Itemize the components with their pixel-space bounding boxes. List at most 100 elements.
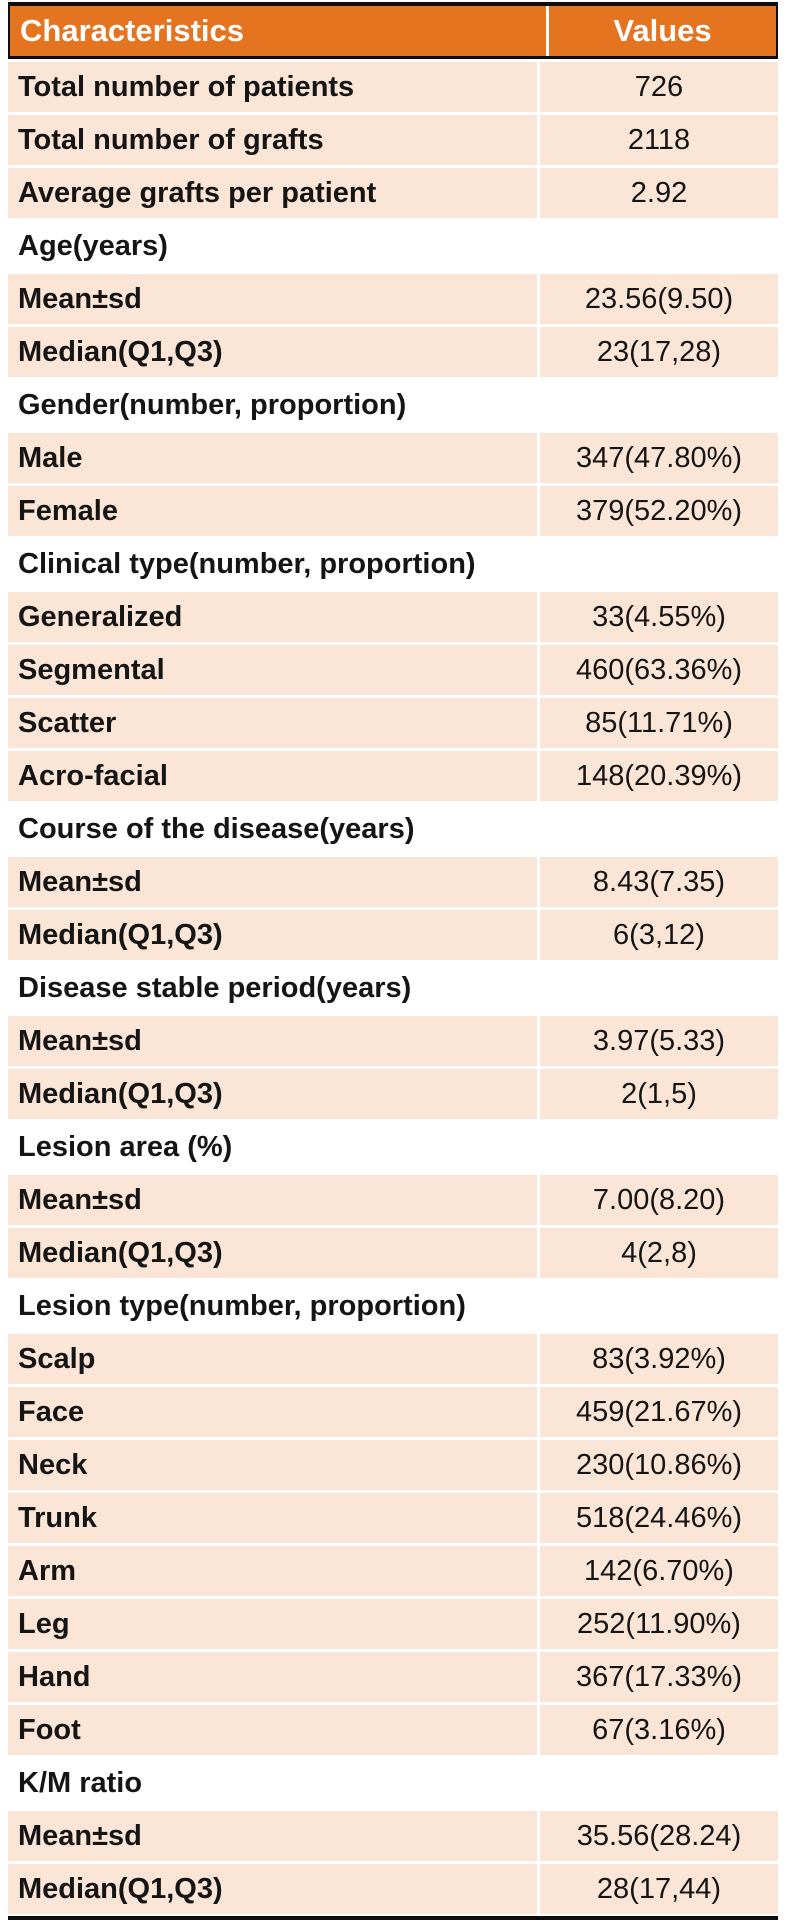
table-row: Median(Q1,Q3) 23(17,28) [8,327,778,377]
table-row: Scalp 83(3.92%) [8,1334,778,1384]
table-row: Scatter 85(11.71%) [8,698,778,748]
row-label: Mean±sd [8,1811,537,1861]
row-value: 6(3,12) [540,910,778,960]
row-label: Male [8,433,537,483]
row-value: 8.43(7.35) [540,857,778,907]
row-value: 33(4.55%) [540,592,778,642]
row-value: 4(2,8) [540,1228,778,1278]
table-row: Segmental 460(63.36%) [8,645,778,695]
table-row: Mean±sd 3.97(5.33) [8,1016,778,1066]
row-label: Female [8,486,537,536]
row-value: 379(52.20%) [540,486,778,536]
row-value: 252(11.90%) [540,1599,778,1649]
column-divider [537,1175,540,1225]
table-row: Arm 142(6.70%) [8,1546,778,1596]
column-divider [537,1864,540,1914]
column-divider [537,645,540,695]
table-row: Mean±sd 8.43(7.35) [8,857,778,907]
column-divider [537,168,540,218]
row-value: 142(6.70%) [540,1546,778,1596]
row-label: Acro-facial [8,751,537,801]
column-divider [537,1387,540,1437]
row-label: Median(Q1,Q3) [8,1228,537,1278]
row-value: 3.97(5.33) [540,1016,778,1066]
row-label: Face [8,1387,537,1437]
row-value: 347(47.80%) [540,433,778,483]
row-label: Segmental [8,645,537,695]
row-label: Median(Q1,Q3) [8,1864,537,1914]
section-row: Course of the disease(years) [8,804,778,854]
row-value: 2118 [540,115,778,165]
column-divider [537,857,540,907]
row-label: Average grafts per patient [8,168,537,218]
column-divider [537,910,540,960]
row-label: Total number of grafts [8,115,537,165]
section-row: Lesion area (%) [8,1122,778,1172]
column-divider [537,433,540,483]
column-divider [537,327,540,377]
table-row: Female 379(52.20%) [8,486,778,536]
column-divider [537,1705,540,1755]
table-row: Median(Q1,Q3) 28(17,44) [8,1864,778,1914]
column-divider [537,1599,540,1649]
row-label: Mean±sd [8,1016,537,1066]
column-divider [537,1016,540,1066]
table-row: Median(Q1,Q3) 6(3,12) [8,910,778,960]
table-bottom-border [8,1916,778,1920]
row-value: 2.92 [540,168,778,218]
row-label: Foot [8,1705,537,1755]
section-row: Lesion type(number, proportion) [8,1281,778,1331]
row-label: Generalized [8,592,537,642]
table-row: Foot 67(3.16%) [8,1705,778,1755]
row-label: Leg [8,1599,537,1649]
row-value: 459(21.67%) [540,1387,778,1437]
column-divider [537,1440,540,1490]
table-row: Total number of grafts 2118 [8,115,778,165]
row-value: 23(17,28) [540,327,778,377]
row-label: Scalp [8,1334,537,1384]
column-header-characteristics: Characteristics [20,13,245,48]
row-value: 7.00(8.20) [540,1175,778,1225]
row-value: 367(17.33%) [540,1652,778,1702]
table-row: Hand 367(17.33%) [8,1652,778,1702]
section-row: Clinical type(number, proportion) [8,539,778,589]
table-row: Acro-facial 148(20.39%) [8,751,778,801]
section-row: Gender(number, proportion) [8,380,778,430]
table-header-row: Characteristics Values [8,2,778,59]
row-label: Median(Q1,Q3) [8,910,537,960]
column-divider [537,62,540,112]
row-value: 28(17,44) [540,1864,778,1914]
row-value: 2(1,5) [540,1069,778,1119]
row-label: Arm [8,1546,537,1596]
row-label: Scatter [8,698,537,748]
column-divider [537,274,540,324]
row-label: Median(Q1,Q3) [8,327,537,377]
table-row: Male 347(47.80%) [8,433,778,483]
row-value: 23.56(9.50) [540,274,778,324]
column-divider [537,1228,540,1278]
row-label: Median(Q1,Q3) [8,1069,537,1119]
row-label: Total number of patients [8,62,537,112]
section-row: K/M ratio [8,1758,778,1808]
table-row: Mean±sd 23.56(9.50) [8,274,778,324]
table-row: Total number of patients 726 [8,62,778,112]
column-divider [537,115,540,165]
table-row: Average grafts per patient 2.92 [8,168,778,218]
column-divider [537,698,540,748]
row-value: 460(63.36%) [540,645,778,695]
row-label: Mean±sd [8,1175,537,1225]
table-row: Median(Q1,Q3) 2(1,5) [8,1069,778,1119]
column-divider [537,1546,540,1596]
row-value: 726 [540,62,778,112]
table-row: Leg 252(11.90%) [8,1599,778,1649]
column-header-values: Values [613,13,712,48]
column-divider [537,592,540,642]
table-body: Total number of patients 726 Total number … [8,62,778,1914]
column-divider [537,1811,540,1861]
table-row: Median(Q1,Q3) 4(2,8) [8,1228,778,1278]
table-row: Generalized 33(4.55%) [8,592,778,642]
table-row: Trunk 518(24.46%) [8,1493,778,1543]
column-divider [537,1652,540,1702]
row-value: 35.56(28.24) [540,1811,778,1861]
